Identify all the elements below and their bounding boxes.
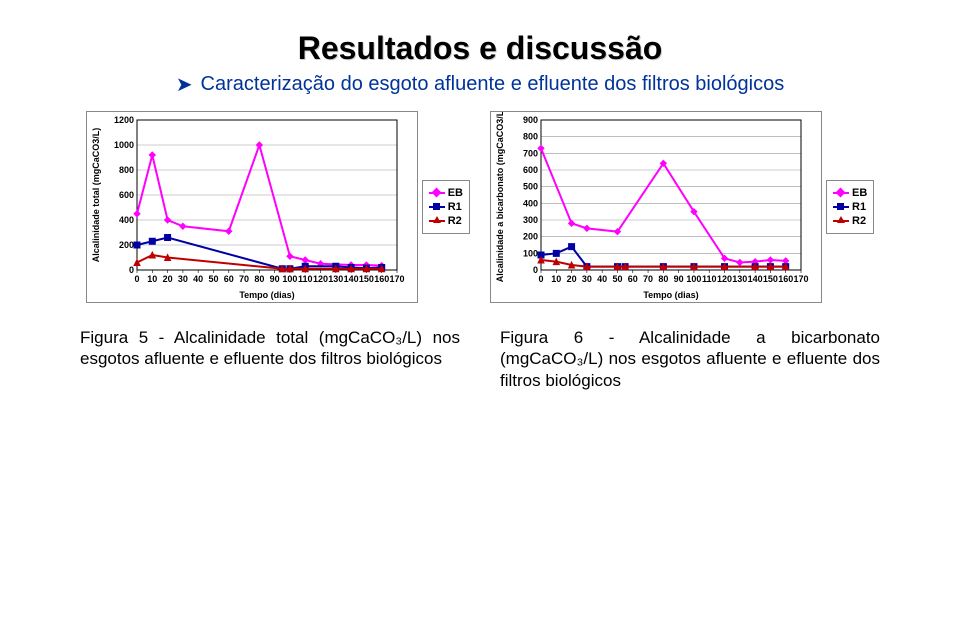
svg-text:100: 100 [523, 248, 538, 258]
svg-text:120: 120 [313, 274, 328, 284]
charts-row: 0200400600800100012000102030405060708090… [40, 111, 920, 303]
svg-text:50: 50 [612, 274, 622, 284]
bullet-icon: ➤ [176, 73, 193, 97]
svg-text:Alcalinidade a bicarbonato (mg: Alcalinidade a bicarbonato (mgCaCO3/L) [495, 112, 505, 282]
svg-text:1000: 1000 [114, 140, 134, 150]
caption-left: Figura 5 - Alcalinidade total (mgCaCO₃/L… [80, 327, 460, 391]
legend-item-EB: EB [833, 187, 867, 199]
legend-item-R2: R2 [833, 215, 867, 227]
legend-label: EB [852, 187, 867, 199]
svg-text:0: 0 [538, 274, 543, 284]
svg-text:700: 700 [523, 148, 538, 158]
svg-text:400: 400 [119, 215, 134, 225]
legend-label: EB [448, 187, 463, 199]
svg-text:140: 140 [343, 274, 358, 284]
chart-block-2: 0 100 200 300 400 500 600 700 800 900 0 10 20 30 40 50 6… [490, 111, 874, 303]
svg-text:110: 110 [702, 274, 717, 284]
svg-text:0: 0 [533, 265, 538, 275]
svg-text:20: 20 [567, 274, 577, 284]
svg-text:800: 800 [119, 165, 134, 175]
svg-text:100: 100 [686, 274, 701, 284]
svg-text:300: 300 [523, 215, 538, 225]
legend-item-R1: R1 [429, 201, 463, 213]
svg-text:30: 30 [178, 274, 188, 284]
svg-text:900: 900 [523, 115, 538, 125]
svg-text:70: 70 [643, 274, 653, 284]
svg-text:400: 400 [523, 198, 538, 208]
svg-text:150: 150 [763, 274, 778, 284]
svg-text:60: 60 [628, 274, 638, 284]
svg-text:110: 110 [298, 274, 313, 284]
legend-2: EB R1 R2 [826, 180, 874, 234]
svg-text:Tempo (dias): Tempo (dias) [239, 290, 294, 300]
svg-text:130: 130 [732, 274, 747, 284]
legend-1: EB R1 R2 [422, 180, 470, 234]
subtitle-row: ➤ Caracterização do esgoto afluente e ef… [40, 73, 920, 97]
captions-row: Figura 5 - Alcalinidade total (mgCaCO₃/L… [40, 327, 920, 391]
legend-label: R2 [448, 215, 462, 227]
legend-item-R1: R1 [833, 201, 867, 213]
svg-text:60: 60 [223, 274, 233, 284]
svg-text:90: 90 [674, 274, 684, 284]
svg-text:30: 30 [582, 274, 592, 284]
svg-text:Tempo (dias): Tempo (dias) [643, 290, 698, 300]
svg-text:150: 150 [359, 274, 374, 284]
svg-text:170: 170 [793, 274, 808, 284]
legend-label: R1 [852, 201, 866, 213]
svg-text:80: 80 [254, 274, 264, 284]
svg-text:40: 40 [193, 274, 203, 284]
subtitle-text: Caracterização do esgoto afluente e eflu… [201, 73, 785, 96]
svg-text:600: 600 [523, 165, 538, 175]
legend-label: R1 [448, 201, 462, 213]
chart-1: 0 200 400 600 800 1000 1200 0 10 20 30 40 50 60 70 80 90… [86, 111, 418, 303]
svg-text:10: 10 [551, 274, 561, 284]
svg-text:100: 100 [282, 274, 297, 284]
chart-2: 0 100 200 300 400 500 600 700 800 900 0 10 20 30 40 50 6… [490, 111, 822, 303]
svg-text:160: 160 [778, 274, 793, 284]
svg-text:70: 70 [239, 274, 249, 284]
svg-text:130: 130 [328, 274, 343, 284]
svg-text:600: 600 [119, 190, 134, 200]
svg-text:Alcalinidade total (mgCaCO3/L): Alcalinidade total (mgCaCO3/L) [91, 128, 101, 263]
chart-block-1: 0 200 400 600 800 1000 1200 0 10 20 30 40 50 60 70 80 90… [86, 111, 470, 303]
svg-text:80: 80 [658, 274, 668, 284]
svg-text:50: 50 [208, 274, 218, 284]
svg-text:10: 10 [147, 274, 157, 284]
svg-text:170: 170 [389, 274, 404, 284]
svg-text:90: 90 [269, 274, 279, 284]
legend-item-EB: EB [429, 187, 463, 199]
page-title: Resultados e discussão [40, 30, 920, 67]
svg-text:0: 0 [129, 265, 134, 275]
svg-text:1200: 1200 [114, 115, 134, 125]
svg-text:500: 500 [523, 182, 538, 192]
svg-text:0: 0 [134, 274, 139, 284]
svg-text:200: 200 [119, 240, 134, 250]
svg-text:140: 140 [748, 274, 763, 284]
svg-text:200: 200 [523, 232, 538, 242]
legend-label: R2 [852, 215, 866, 227]
svg-text:120: 120 [717, 274, 732, 284]
svg-text:160: 160 [374, 274, 389, 284]
legend-item-R2: R2 [429, 215, 463, 227]
svg-text:20: 20 [162, 274, 172, 284]
caption-right: Figura 6 - Alcalinidade a bicarbonato (m… [500, 327, 880, 391]
svg-text:800: 800 [523, 132, 538, 142]
svg-text:40: 40 [597, 274, 607, 284]
